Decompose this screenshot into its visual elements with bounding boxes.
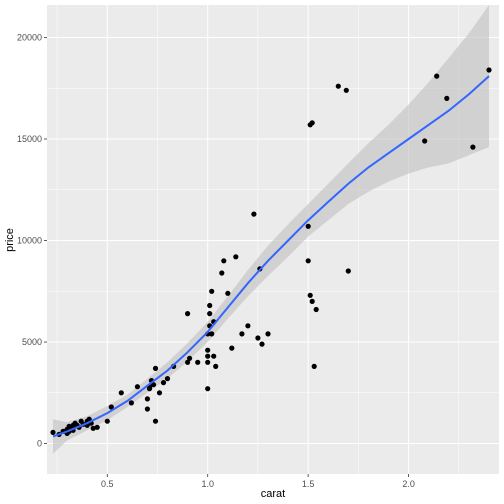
major-gridlines [47,5,499,474]
data-point [305,223,311,229]
y-tick-label: 0 [37,439,42,449]
data-point [251,211,257,217]
smooth-line [52,75,490,438]
data-point [309,298,315,304]
data-point [164,376,171,382]
data-point [94,424,100,430]
plot-panel [47,5,499,474]
x-tick-label: 1.5 [302,479,315,489]
data-point [213,363,219,369]
data-point [195,359,201,365]
data-point [345,268,351,274]
data-point [470,144,476,150]
data-point [152,365,159,371]
data-point [335,83,341,89]
data-point [144,406,150,412]
data-point [422,138,428,144]
data-point [90,425,96,431]
data-point [486,67,492,73]
data-point [307,292,313,298]
data-point [160,380,167,386]
y-axis-title: price [4,228,16,252]
data-point [229,345,235,351]
data-point [50,429,56,435]
data-point [255,335,261,341]
data-point [311,363,317,369]
data-point [205,386,211,392]
data-point [150,382,157,388]
data-point [104,418,110,424]
data-point [434,73,440,79]
data-point [118,390,124,396]
data-point [305,258,311,264]
x-tick-label: 1.0 [201,479,214,489]
data-point [209,331,215,337]
y-axis: 0 5000 10000 15000 20000 [17,32,47,449]
data-point [185,311,191,317]
data-point [309,120,315,126]
data-point [205,353,211,359]
x-axis: 0.5 1.0 1.5 2.0 [101,474,415,489]
data-point [152,418,159,424]
data-point [144,396,150,402]
data-point [225,290,231,296]
data-point [233,254,239,260]
y-tick-label: 20000 [17,32,42,42]
data-point [219,270,225,276]
data-point [211,353,217,359]
data-point [444,95,450,101]
data-point [221,258,227,264]
data-point [187,355,193,361]
data-point [265,331,271,337]
data-point [108,404,114,410]
data-point [343,87,349,93]
y-tick-label: 10000 [17,236,42,246]
data-point [239,331,245,337]
data-point [128,400,134,406]
x-tick-label: 2.0 [402,479,415,489]
data-point [156,390,163,396]
y-tick-label: 5000 [22,337,42,347]
data-point [207,311,213,317]
data-point [185,359,191,365]
data-point [259,341,265,347]
data-point [205,347,211,353]
x-axis-title: carat [261,488,285,500]
data-point [245,323,251,329]
data-point [205,359,211,365]
data-point [313,306,319,313]
x-tick-label: 0.5 [101,479,114,489]
data-point [134,384,140,390]
y-tick-label: 15000 [17,134,42,144]
minor-gridlines [47,5,499,474]
data-point [209,288,215,294]
data-point [207,302,213,309]
